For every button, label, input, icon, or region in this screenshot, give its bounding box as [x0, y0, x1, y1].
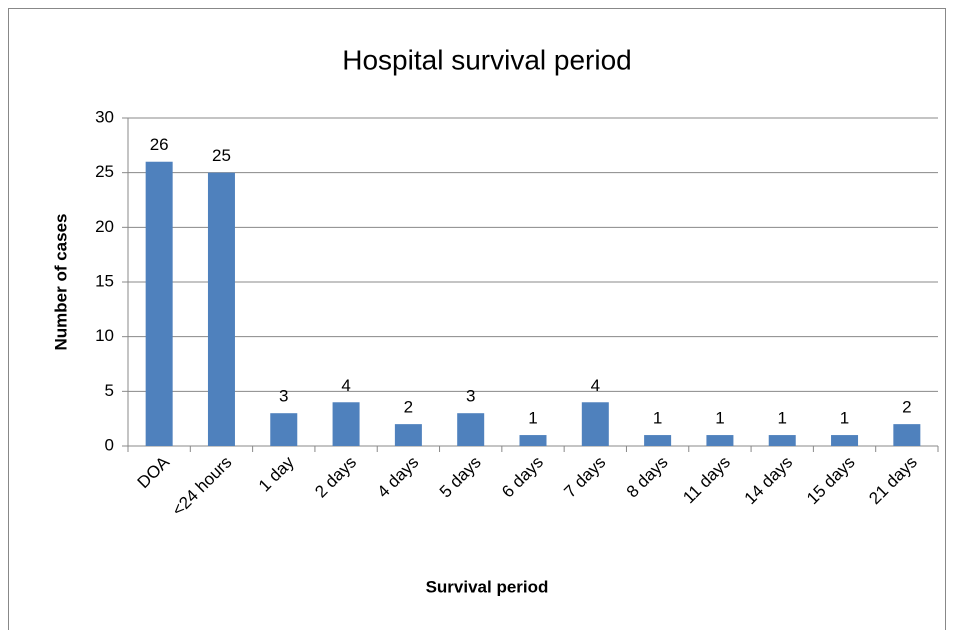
- y-tick-label: 10: [95, 326, 114, 345]
- bar: [332, 402, 360, 446]
- y-tick-label: 20: [95, 217, 114, 236]
- y-tick-label: 25: [95, 162, 114, 181]
- data-label: 4: [591, 376, 600, 395]
- bar: [768, 435, 796, 446]
- data-label: 3: [466, 387, 475, 406]
- bar: [644, 435, 672, 446]
- data-label: 1: [528, 409, 537, 428]
- bar: [831, 435, 859, 446]
- data-label: 25: [212, 146, 231, 165]
- y-tick-label: 15: [95, 271, 114, 290]
- y-tick-label: 5: [105, 381, 114, 400]
- bar: [893, 424, 921, 446]
- y-tick-label: 0: [105, 435, 114, 454]
- bar: [207, 172, 235, 446]
- bar: [270, 413, 298, 446]
- x-axis-title: Survival period: [426, 577, 549, 596]
- data-label: 2: [902, 398, 911, 417]
- y-tick-label: 30: [95, 107, 114, 126]
- bar: [145, 161, 173, 446]
- data-label: 1: [777, 409, 786, 428]
- chart-title: Hospital survival period: [342, 44, 631, 75]
- bar: [457, 413, 485, 446]
- data-label: 1: [715, 409, 724, 428]
- data-label: 26: [150, 135, 169, 154]
- y-axis-title: Number of cases: [51, 214, 70, 351]
- bar: [581, 402, 609, 446]
- data-label: 3: [279, 387, 288, 406]
- bar: [394, 424, 422, 446]
- data-label: 1: [653, 409, 662, 428]
- bar: [519, 435, 547, 446]
- data-label: 1: [840, 409, 849, 428]
- data-label: 2: [404, 398, 413, 417]
- data-label: 4: [341, 376, 350, 395]
- bar: [706, 435, 734, 446]
